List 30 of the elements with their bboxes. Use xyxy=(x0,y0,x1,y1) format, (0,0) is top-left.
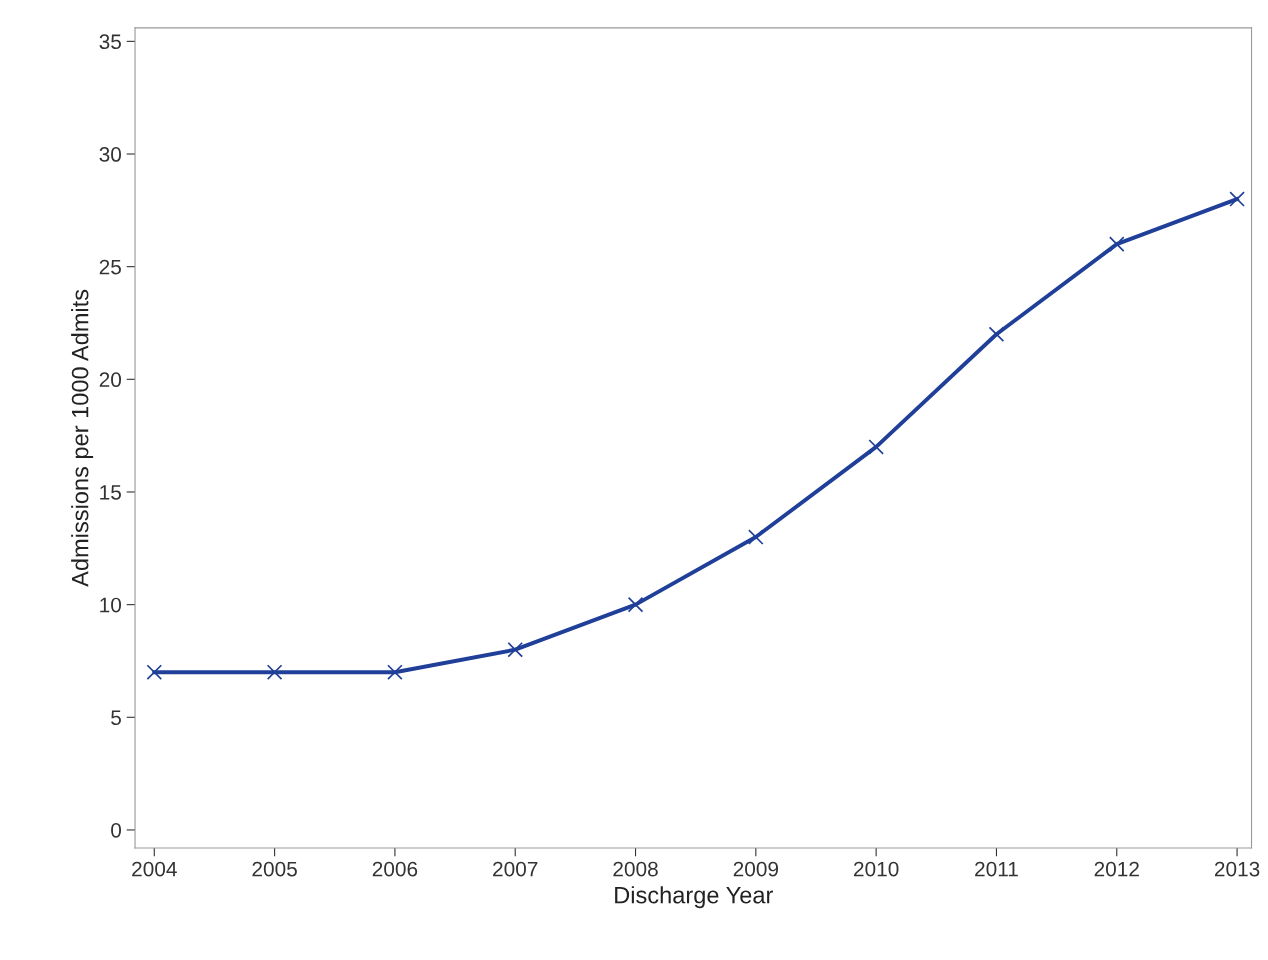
point xyxy=(748,529,764,545)
y-tick-label: 15 xyxy=(100,485,121,500)
point xyxy=(507,641,524,658)
point xyxy=(266,664,283,681)
x-tick-label: 2013 xyxy=(1214,861,1260,877)
y-tick-label: 20 xyxy=(99,372,122,388)
point xyxy=(146,664,163,681)
x-tick-label: 2010 xyxy=(854,861,899,877)
point xyxy=(1229,191,1245,207)
y-tick-label: 5 xyxy=(111,710,121,726)
y-axis-title: Admissions per 1000 Admits xyxy=(71,289,94,587)
y-tick-label: 0 xyxy=(111,822,122,838)
y-tick-label: 10 xyxy=(100,597,122,613)
point xyxy=(988,326,1005,343)
x-tick-label: 2011 xyxy=(975,861,1018,877)
x-tick-label: 2004 xyxy=(132,861,177,877)
y-tick-label: 35 xyxy=(99,34,121,50)
x-tick-label: 2007 xyxy=(493,861,538,877)
x-axis-title: Discharge Year xyxy=(615,886,773,909)
point xyxy=(868,439,884,455)
point xyxy=(627,596,644,613)
y-tick-label: 25 xyxy=(99,259,121,275)
point xyxy=(1108,236,1125,252)
x-tick-label: 2008 xyxy=(613,861,658,877)
y-tick-label: 30 xyxy=(99,147,122,162)
x-tick-label: 2005 xyxy=(252,861,297,877)
x-tick-label: 2009 xyxy=(733,861,779,877)
x-tick-label: 2006 xyxy=(372,861,418,877)
point xyxy=(387,664,403,681)
x-tick-label: 2012 xyxy=(1094,861,1139,877)
